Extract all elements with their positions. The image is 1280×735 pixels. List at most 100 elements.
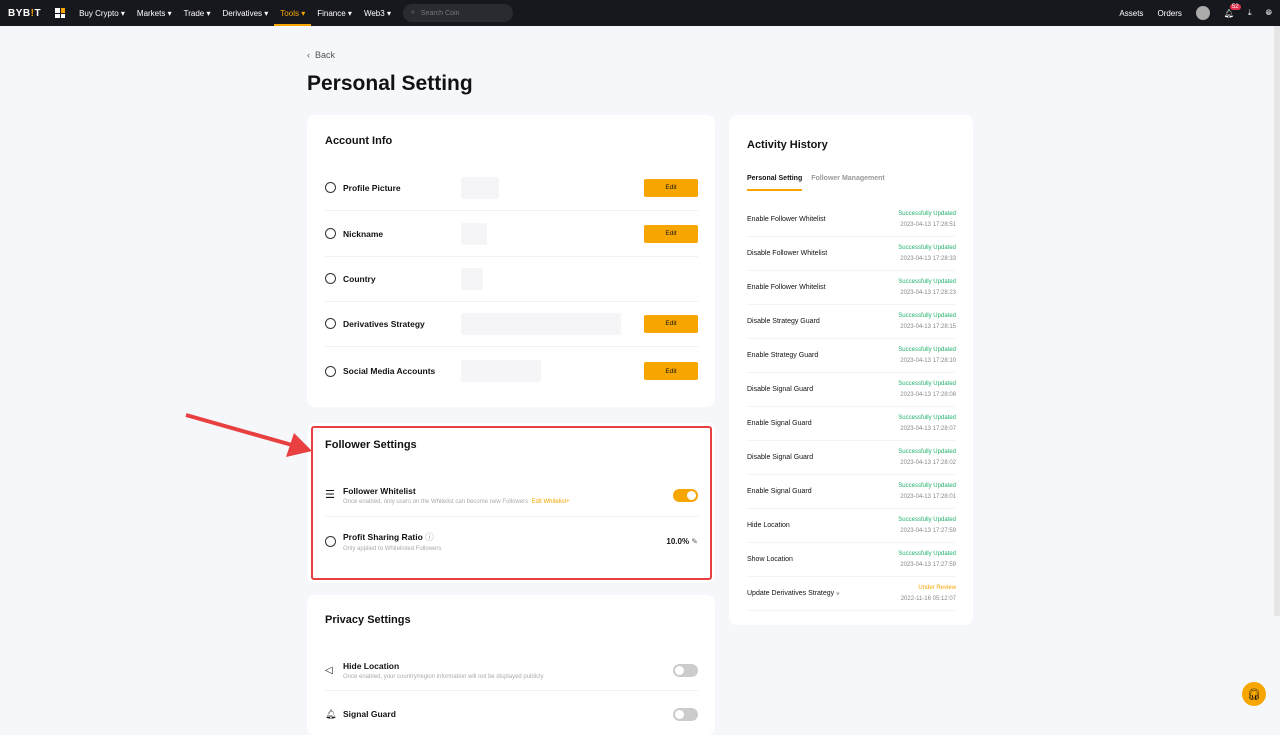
section-title: Account Info xyxy=(325,135,393,147)
nav-buy-crypto[interactable]: Buy Crypto ▾ xyxy=(79,8,125,18)
edit-pencil-icon[interactable]: ✎ xyxy=(691,536,698,546)
history-item: Hide Location Successfully Updated 2023-04… xyxy=(747,509,956,543)
signal-guard-toggle[interactable] xyxy=(673,707,698,721)
account-row: Nickname Edit xyxy=(325,211,698,257)
history-time: 2023-04-13 17:28:15 xyxy=(900,323,956,330)
row-label: Nickname xyxy=(343,228,384,239)
redacted-value xyxy=(461,312,621,335)
hide-location-toggle[interactable] xyxy=(673,664,698,677)
tab-personal-setting[interactable]: Personal Setting xyxy=(747,175,803,191)
redacted-value xyxy=(461,176,499,199)
top-nav: BYB!T Buy Crypto ▾ Markets ▾ Trade ▾ Deriva… xyxy=(0,0,1280,26)
hide-location-label: Hide Location xyxy=(343,661,400,671)
whitelist-toggle[interactable] xyxy=(673,489,698,502)
orders-menu[interactable]: Orders xyxy=(1157,8,1182,18)
assets-menu[interactable]: Assets xyxy=(1119,8,1144,18)
history-item: Disable Signal Guard Successfully Updated… xyxy=(747,373,956,407)
send-icon: ◁ xyxy=(325,665,333,676)
bell-icon[interactable]: 🔔︎ 52 xyxy=(1223,3,1241,18)
redacted-value xyxy=(461,267,483,290)
support-chat-button[interactable]: 🎧︎ xyxy=(1242,682,1266,706)
signal-guard-label: Signal Guard xyxy=(343,709,396,719)
row-icon xyxy=(325,182,336,193)
history-status: Successfully Updated xyxy=(898,346,956,353)
history-status: Successfully Updated xyxy=(898,244,956,251)
redacted-value xyxy=(461,360,541,382)
nav-markets[interactable]: Markets ▾ xyxy=(136,8,172,18)
download-icon[interactable]: ⤓ xyxy=(1248,8,1252,17)
nav-tools[interactable]: Tools ▾ xyxy=(274,0,312,26)
history-item: Enable Strategy Guard Successfully Update… xyxy=(747,339,956,373)
account-row: Profile Picture Edit xyxy=(325,165,698,211)
whitelist-label: Follower Whitelist xyxy=(343,486,416,496)
row-icon xyxy=(325,365,336,377)
back-link[interactable]: ‹ Back xyxy=(307,50,336,60)
profit-share-icon xyxy=(325,535,336,547)
annotation-arrow xyxy=(185,413,312,457)
row-label: Social Media Accounts xyxy=(343,366,436,376)
nav-finance[interactable]: Finance ▾ xyxy=(317,8,352,18)
history-time: 2023-04-13 17:27:59 xyxy=(900,561,956,568)
history-action: Disable Strategy Guard xyxy=(747,318,820,325)
edit-button[interactable]: Edit xyxy=(644,362,698,380)
whitelist-desc: Once enabled, only users on the Whitelis… xyxy=(343,499,529,505)
history-item: Enable Signal Guard Successfully Updated 2… xyxy=(747,475,956,509)
apps-grid-icon[interactable] xyxy=(55,8,66,18)
edit-button[interactable]: Edit xyxy=(644,224,698,243)
history-action: Enable Signal Guard xyxy=(747,420,812,427)
nav-web3[interactable]: Web3 ▾ xyxy=(363,8,391,18)
row-label: Country xyxy=(343,273,376,284)
hide-location-desc: Once enabled, your country/region inform… xyxy=(343,674,544,680)
row-icon xyxy=(325,228,336,239)
scrollbar[interactable] xyxy=(1274,26,1280,616)
history-action: Enable Follower Whitelist xyxy=(747,216,826,223)
history-action: Disable Follower Whitelist xyxy=(747,250,828,257)
edit-whitelist-link[interactable]: Edit Whitelist+ xyxy=(531,499,570,505)
section-title: Privacy Settings xyxy=(325,614,411,626)
history-status: Successfully Updated xyxy=(898,278,956,285)
account-row: Country xyxy=(325,256,698,302)
history-status: Successfully Updated xyxy=(898,550,956,557)
history-item: Disable Strategy Guard Successfully Updat… xyxy=(747,305,956,339)
list-icon: ☰ xyxy=(325,489,335,501)
history-action: Update Derivatives Strategy xyxy=(747,590,835,597)
history-time: 2023-04-13 17:28:51 xyxy=(900,221,956,228)
globe-icon[interactable]: 🌐︎ xyxy=(1265,8,1272,17)
avatar[interactable] xyxy=(1195,6,1210,20)
history-time: 2023-04-13 17:28:08 xyxy=(900,391,956,398)
history-time: 2023-04-13 17:28:02 xyxy=(900,459,956,466)
history-status: Successfully Updated xyxy=(898,210,956,217)
history-status: Successfully Updated xyxy=(898,448,956,455)
redacted-value xyxy=(461,222,487,245)
bybit-logo[interactable]: BYB!T xyxy=(8,7,42,19)
search-icon: ⌕ xyxy=(410,9,415,16)
edit-button[interactable]: Edit xyxy=(644,314,698,333)
history-status: Successfully Updated xyxy=(898,482,956,489)
chevron-down-icon[interactable]: ▾ xyxy=(834,590,840,598)
history-action: Disable Signal Guard xyxy=(747,454,814,461)
edit-button[interactable]: Edit xyxy=(644,178,698,197)
history-time: 2023-04-13 17:28:01 xyxy=(900,493,956,500)
history-item: Update Derivatives Strategy ▾ Under Revie… xyxy=(747,577,956,611)
history-item: Enable Signal Guard Successfully Updated 2… xyxy=(747,407,956,441)
privacy-settings-card: Privacy Settings ◁ Hide Location Once en… xyxy=(307,595,715,735)
row-label: Profile Picture xyxy=(343,182,401,193)
nav-derivatives[interactable]: Derivatives ▾ xyxy=(222,8,269,18)
history-action: Disable Signal Guard xyxy=(747,386,814,393)
history-action: Hide Location xyxy=(747,522,790,529)
history-item: Disable Follower Whitelist Successfully U… xyxy=(747,237,956,271)
account-row: Derivatives Strategy Edit xyxy=(325,301,698,347)
row-icon xyxy=(325,318,336,329)
tab-follower-management[interactable]: Follower Management xyxy=(811,175,885,182)
nav-trade[interactable]: Trade ▾ xyxy=(183,8,211,18)
history-item: Show Location Successfully Updated 2023-04… xyxy=(747,543,956,577)
search-input[interactable]: ⌕ Search Coin xyxy=(402,4,513,22)
headset-icon: 🎧︎ xyxy=(1247,688,1261,701)
profit-desc: Only applied to Whitelisted Followers xyxy=(343,545,442,552)
info-icon[interactable]: ⓘ xyxy=(425,531,434,542)
history-time: 2023-04-13 17:28:23 xyxy=(900,289,956,296)
history-time: 2022-11-16 05:12:07 xyxy=(900,595,956,602)
history-action: Show Location xyxy=(747,556,793,563)
history-action: Enable Signal Guard xyxy=(747,488,812,495)
profit-value: 10.0% xyxy=(666,536,690,546)
